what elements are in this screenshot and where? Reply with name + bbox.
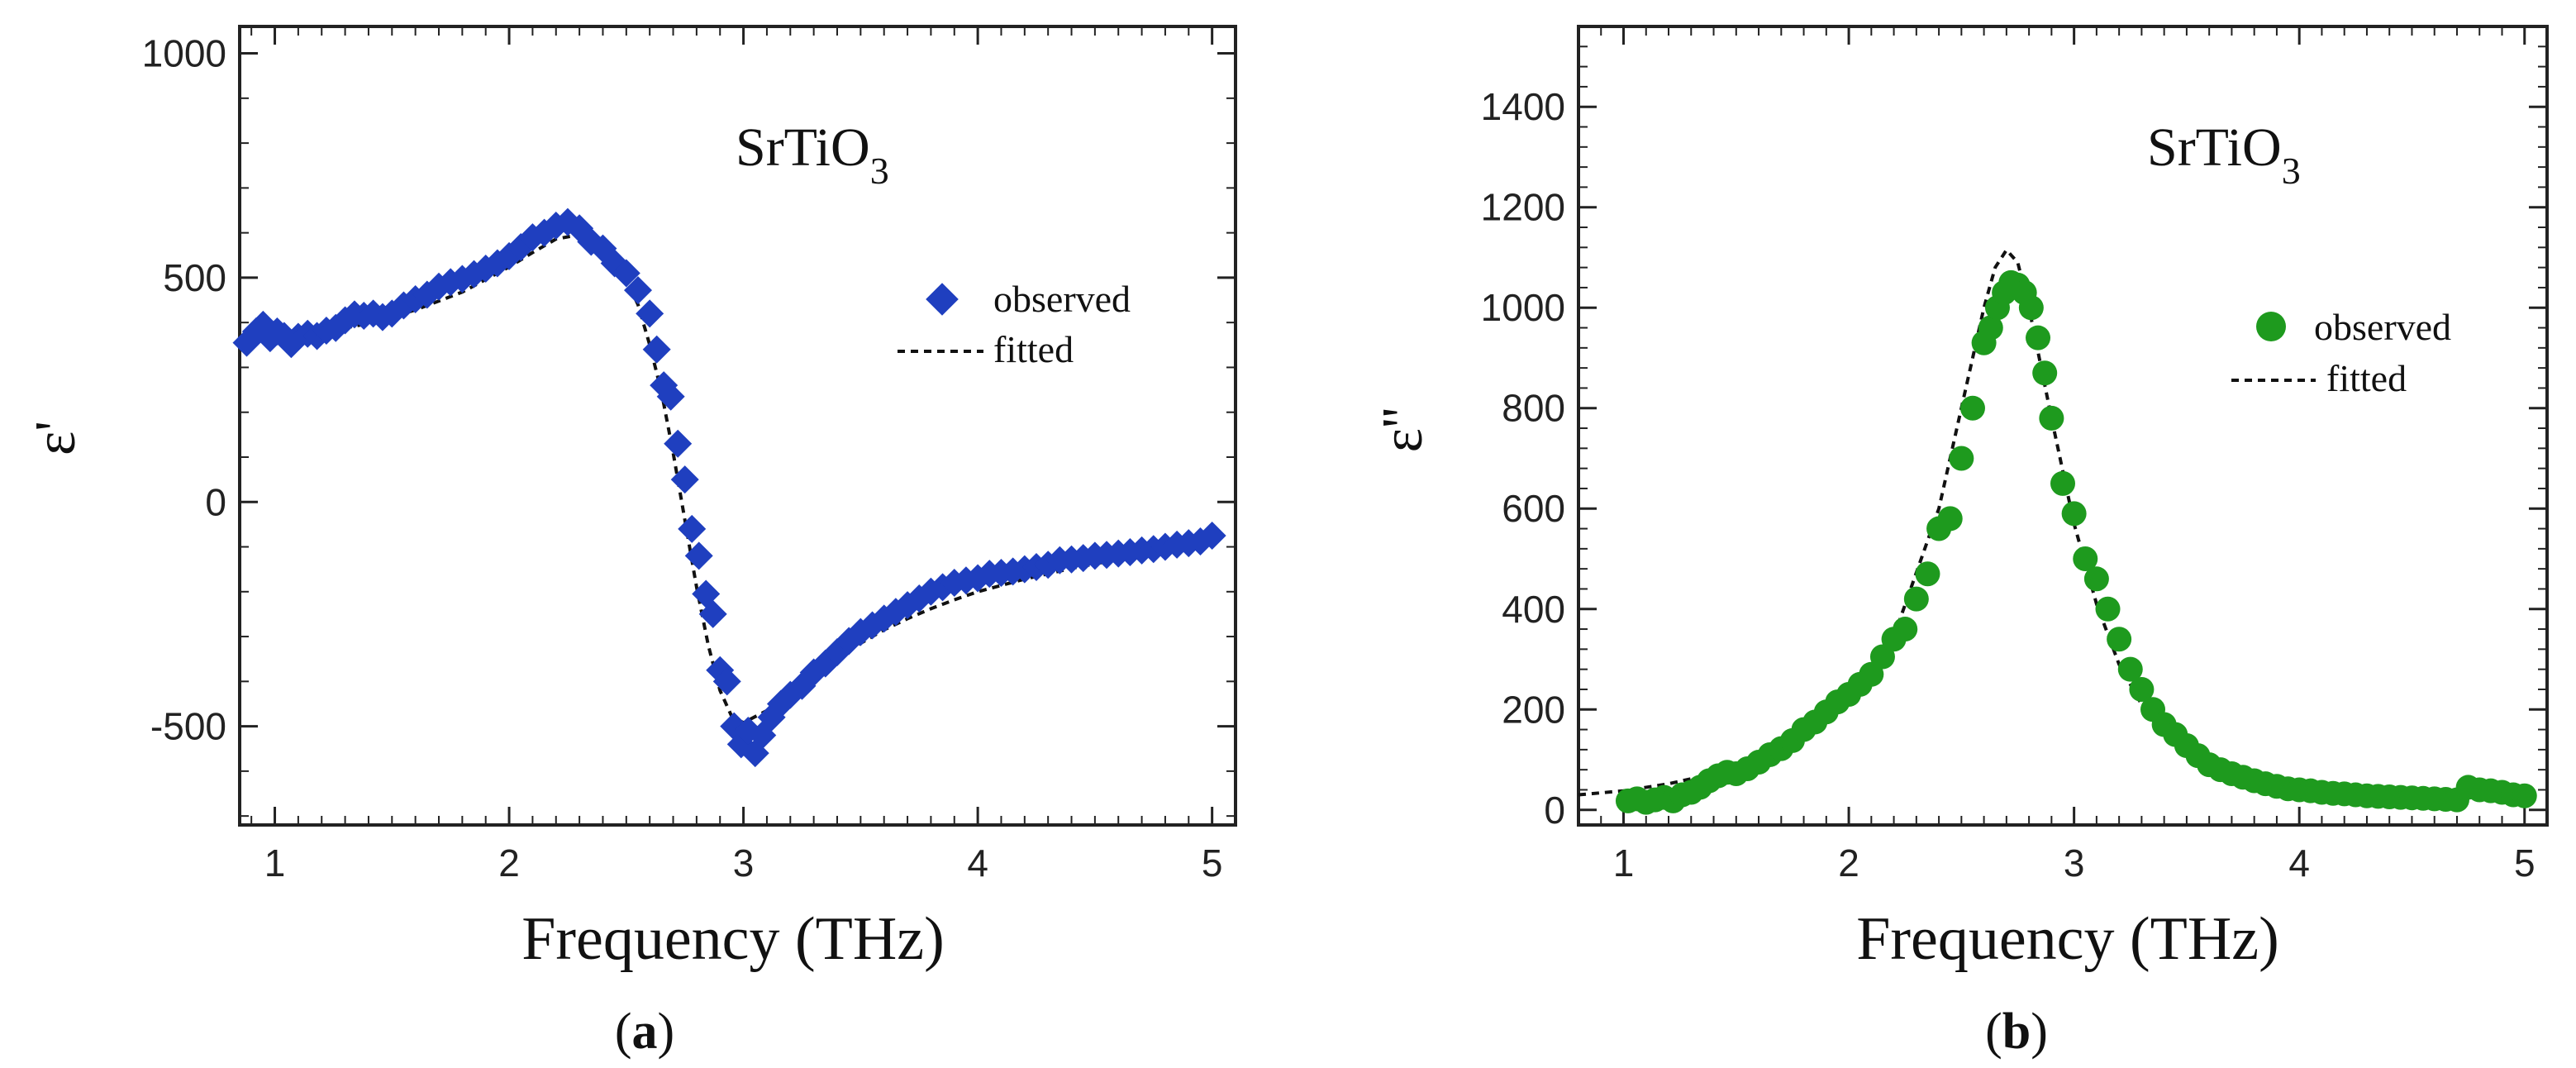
data-point xyxy=(2018,295,2044,321)
chart-panel-b: 0 200 400 600 800 1000 1200 1400 1 2 3 4 5 SrTiO3 o… xyxy=(1371,25,2549,1060)
x-tick-labels: 1 2 3 4 5 xyxy=(1613,842,2536,884)
data-point xyxy=(1198,521,1226,550)
y-tick-label: 1000 xyxy=(142,32,226,75)
x-tick-label: 3 xyxy=(733,842,755,884)
panel-label-a: (a) xyxy=(615,1004,674,1060)
x-tick-label: 5 xyxy=(2514,842,2536,884)
y-axis-label: ε' xyxy=(24,421,88,455)
y-axis-label: ε'' xyxy=(1371,408,1435,453)
data-point xyxy=(1959,395,1985,421)
x-tick-labels: 1 2 3 4 5 xyxy=(264,842,1223,884)
data-point xyxy=(1949,446,1974,471)
data-point xyxy=(642,335,671,364)
y-tick-label: -500 xyxy=(150,705,226,748)
y-tick-labels: 0 200 400 600 800 1000 1200 1400 xyxy=(1481,85,1565,832)
x-tick-label: 3 xyxy=(2064,842,2085,884)
x-tick-label: 2 xyxy=(1838,842,1859,884)
legend: observed fitted xyxy=(898,278,1131,370)
y-tick-label: 0 xyxy=(1544,789,1565,832)
x-tick-label: 4 xyxy=(2288,842,2310,884)
data-point xyxy=(612,259,640,288)
x-tick-label: 5 xyxy=(1202,842,1223,884)
y-tick-label: 0 xyxy=(205,480,226,523)
data-point xyxy=(636,299,664,328)
chart-title: SrTiO3 xyxy=(736,117,889,192)
plot-frame xyxy=(238,25,1237,827)
legend: observed fitted xyxy=(2231,306,2451,399)
x-axis-label: Frequency (THz) xyxy=(521,905,945,973)
panel-label-b: (b) xyxy=(1985,1004,2048,1060)
y-tick-label: 800 xyxy=(1502,387,1565,430)
legend-label-observed: observed xyxy=(2314,306,2451,348)
y-tick-label: 200 xyxy=(1502,688,1565,731)
y-tick-label: 1400 xyxy=(1481,85,1565,128)
data-point xyxy=(2129,676,2155,702)
legend-label-observed: observed xyxy=(993,278,1131,320)
y-tick-label: 1000 xyxy=(1481,286,1565,329)
data-point xyxy=(698,599,727,628)
plot-frame xyxy=(1577,25,2549,827)
legend-label-fitted: fitted xyxy=(993,328,1074,370)
x-tick-label: 4 xyxy=(967,842,988,884)
legend-marker-observed xyxy=(926,283,959,316)
data-point xyxy=(1893,617,1918,642)
legend-label-fitted: fitted xyxy=(2326,357,2407,399)
observed-points xyxy=(1615,269,2537,815)
data-point xyxy=(1859,661,1884,687)
data-point xyxy=(2026,325,2051,350)
data-point xyxy=(2083,566,2109,592)
axis-ticks xyxy=(240,26,1236,825)
data-point xyxy=(2512,783,2537,808)
data-point xyxy=(656,382,685,411)
data-point xyxy=(2039,405,2064,431)
chart-panel-a: -500 0 500 1000 1 2 3 4 5 SrTiO3 observed fitte… xyxy=(24,25,1237,1060)
x-tick-label: 1 xyxy=(1613,842,1635,884)
data-point xyxy=(1915,561,1940,587)
data-point xyxy=(664,429,693,458)
x-tick-label: 1 xyxy=(264,842,286,884)
x-tick-label: 2 xyxy=(498,842,520,884)
data-point xyxy=(712,667,741,696)
chart-title: SrTiO3 xyxy=(2147,117,2301,192)
data-point xyxy=(2050,470,2075,496)
y-tick-label: 1200 xyxy=(1481,186,1565,229)
y-tick-label: 400 xyxy=(1502,588,1565,631)
axis-ticks xyxy=(1578,26,2548,825)
data-point xyxy=(2032,360,2058,386)
y-tick-labels: -500 0 500 1000 xyxy=(142,32,226,748)
data-point xyxy=(2117,656,2143,682)
x-axis-label: Frequency (THz) xyxy=(1856,905,2279,973)
legend-marker-observed xyxy=(2256,312,2286,341)
data-point xyxy=(1978,315,2003,341)
data-point xyxy=(2107,627,2132,652)
data-point xyxy=(2095,596,2121,622)
data-point xyxy=(1903,586,1929,612)
observed-points xyxy=(232,207,1226,768)
y-tick-label: 500 xyxy=(163,256,226,299)
data-point xyxy=(2061,501,2087,527)
data-point xyxy=(1937,506,1963,532)
data-point xyxy=(684,541,713,570)
y-tick-label: 600 xyxy=(1502,487,1565,530)
data-point xyxy=(678,514,707,543)
data-point xyxy=(2073,546,2098,571)
data-point xyxy=(624,276,652,305)
data-point xyxy=(1869,644,1895,670)
data-point xyxy=(670,465,699,494)
